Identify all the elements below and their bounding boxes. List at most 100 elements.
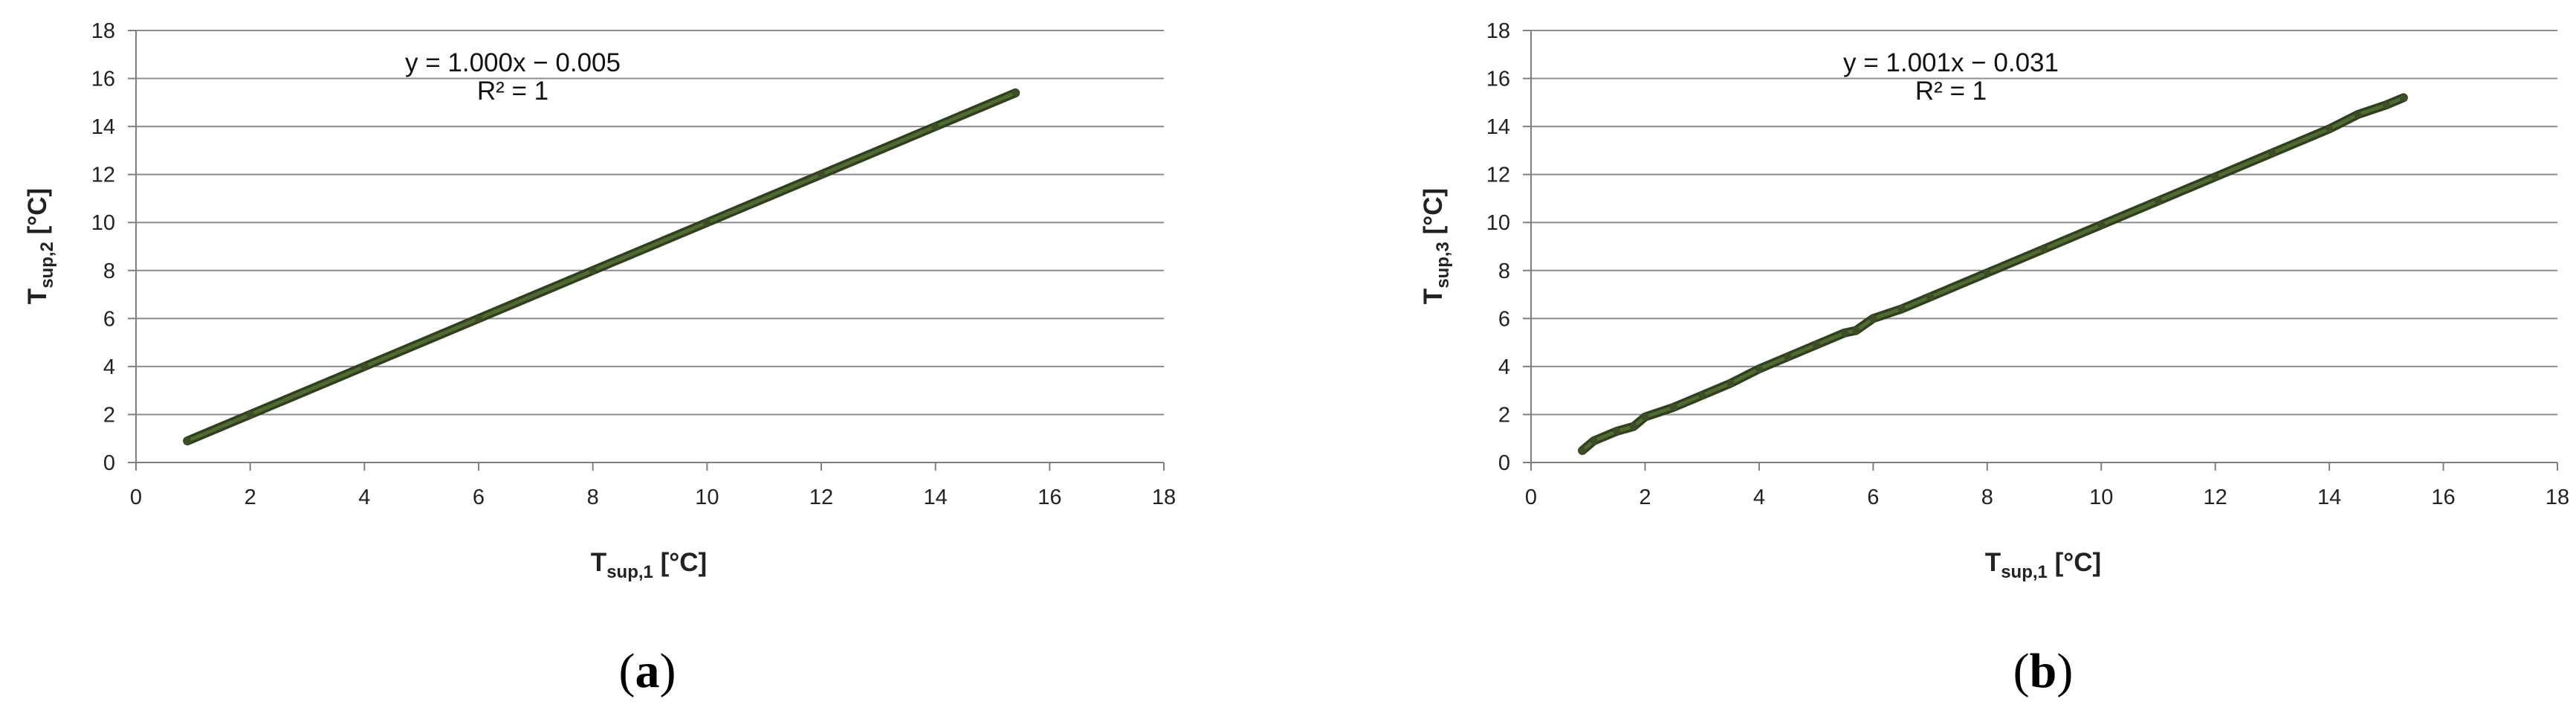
series-line-highlight: [185, 91, 1017, 443]
x-axis-title-main: T: [1985, 548, 2001, 577]
panel-label-letter: a: [635, 644, 660, 698]
x-tick-label: 0: [1525, 486, 1537, 509]
x-tick-label: 6: [473, 486, 485, 509]
x-tick-label: 12: [809, 486, 833, 509]
data-point: [931, 123, 939, 131]
data-point: [1698, 391, 1706, 399]
y-tick-label: 16: [91, 68, 115, 91]
y-axis-title-unit: [°C]: [1419, 188, 1448, 242]
data-point: [1579, 446, 1587, 454]
y-tick-label: 12: [91, 164, 115, 187]
y-tick-label: 14: [91, 115, 115, 139]
y-tick-label: 16: [1486, 68, 1510, 91]
x-axis-title: Tsup,1 [°C]: [591, 548, 707, 582]
x-tick-label: 4: [358, 486, 370, 509]
series-line-highlight: [1580, 95, 2406, 453]
panel-label: (b): [2013, 644, 2074, 698]
x-tick-label: 18: [2546, 486, 2569, 509]
data-point: [2040, 245, 2048, 253]
x-tick-label: 4: [1753, 486, 1765, 509]
y-tick-label: 4: [103, 355, 115, 379]
r-squared-label: R² = 1: [477, 77, 548, 106]
y-tick-label: 8: [103, 260, 115, 283]
x-tick-label: 8: [587, 486, 599, 509]
y-tick-label: 18: [1486, 19, 1510, 43]
data-point: [2211, 173, 2219, 181]
y-tick-label: 0: [103, 451, 115, 475]
y-tick-label: 4: [1498, 355, 1510, 379]
y-tick-label: 0: [1498, 451, 1510, 475]
data-point: [2354, 110, 2362, 118]
y-axis-title: Tsup,3 [°C]: [1419, 188, 1453, 304]
panel-label-open-paren: (: [619, 644, 635, 698]
y-tick-label: 8: [1498, 260, 1510, 283]
data-point: [1630, 422, 1638, 431]
data-point: [1755, 365, 1763, 373]
y-axis-title: Tsup,2 [°C]: [23, 188, 57, 304]
x-tick-label: 0: [130, 486, 142, 509]
y-axis-title-main: T: [1419, 289, 1448, 304]
panel-label-close-paren: ): [2056, 644, 2073, 698]
x-axis-title-unit: [°C]: [2048, 548, 2101, 577]
x-axis-title-subscript: sup,1: [606, 562, 653, 582]
panel-label-letter: b: [2030, 644, 2057, 698]
y-axis-title-subscript: sup,2: [37, 242, 57, 289]
data-point: [184, 436, 192, 445]
data-point: [1590, 436, 1598, 445]
x-tick-label: 10: [2089, 486, 2113, 509]
y-axis-title-subscript: sup,3: [1433, 242, 1453, 289]
data-point: [2097, 221, 2106, 229]
data-point: [1897, 305, 1906, 313]
data-point: [1784, 352, 1792, 361]
data-point: [1613, 428, 1621, 436]
y-tick-label: 10: [1486, 211, 1510, 235]
data-point: [1852, 326, 1860, 335]
y-tick-label: 14: [1486, 115, 1510, 139]
x-tick-label: 14: [924, 486, 948, 509]
x-tick-label: 6: [1867, 486, 1879, 509]
data-point: [2326, 125, 2334, 133]
y-tick-label: 2: [1498, 403, 1510, 427]
y-tick-label: 6: [103, 307, 115, 331]
y-tick-label: 18: [91, 19, 115, 43]
y-axis-title-unit: [°C]: [23, 188, 52, 242]
data-point: [1726, 379, 1735, 387]
data-point: [2382, 101, 2390, 109]
y-tick-label: 2: [103, 403, 115, 427]
panel-label: (a): [619, 644, 676, 698]
chart-panel-b: 0 2 4 6 8 10 12 14 16 18 0 2 4 6 8 10 12 14 16 18 y = 1.001x…: [1419, 19, 2569, 698]
data-point: [2268, 149, 2276, 157]
data-point: [475, 315, 482, 323]
x-tick-label: 2: [1639, 486, 1651, 509]
panel-label-open-paren: (: [2013, 644, 2030, 698]
data-point: [2154, 197, 2162, 205]
data-point: [589, 266, 597, 274]
data-point: [1983, 269, 1991, 277]
x-tick-label: 8: [1981, 486, 1993, 509]
data-point: [1012, 88, 1020, 97]
y-tick-label: 10: [91, 211, 115, 235]
data-point: [1812, 341, 1820, 349]
data-point: [1840, 329, 1848, 337]
x-tick-label: 2: [245, 486, 256, 509]
y-tick-label: 6: [1498, 307, 1510, 331]
x-tick-label: 10: [695, 486, 719, 509]
x-tick-label: 18: [1152, 486, 1176, 509]
regression-equation: y = 1.001x − 0.031: [1843, 48, 2059, 77]
x-axis-title-unit: [°C]: [653, 548, 707, 577]
data-point: [246, 410, 254, 419]
data-point: [2399, 94, 2407, 102]
x-tick-label: 16: [2431, 486, 2455, 509]
y-axis-title-main: T: [23, 289, 52, 304]
x-tick-label: 14: [2317, 486, 2341, 509]
x-tick-label: 16: [1038, 486, 1061, 509]
data-point: [1669, 403, 1677, 411]
data-point: [360, 362, 369, 370]
chart-panel-a: 0 2 4 6 8 10 12 14 16 18 0 2 4 6 8 10 12 14 16 18 y = 1.000x…: [23, 19, 1176, 698]
data-point: [1926, 293, 1935, 301]
x-axis-title-subscript: sup,1: [2001, 562, 2048, 582]
panel-label-close-paren: ): [660, 644, 676, 698]
y-tick-label: 12: [1486, 164, 1510, 187]
